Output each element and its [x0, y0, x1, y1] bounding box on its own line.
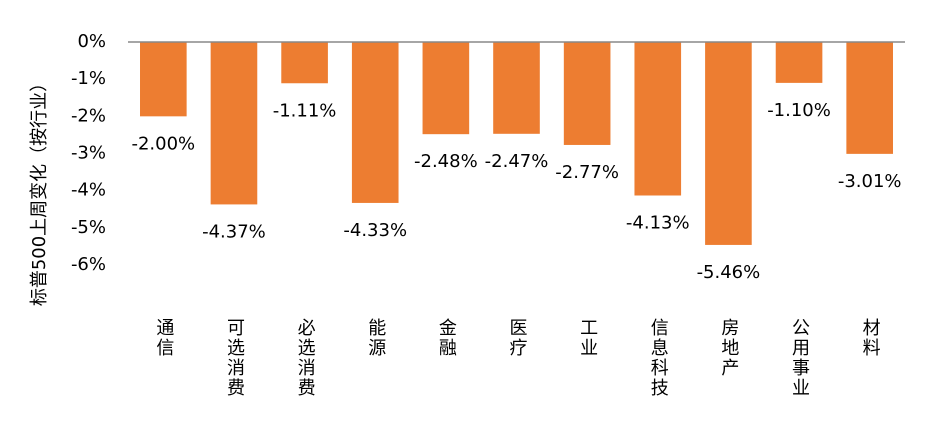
bar [563, 42, 611, 145]
y-tick-label: -5% [71, 217, 106, 238]
bar [140, 42, 187, 117]
y-tick-label: 0% [77, 31, 106, 52]
value-label: -2.77% [555, 162, 619, 183]
bar [846, 42, 893, 154]
x-tick-label: 医疗 [507, 318, 528, 358]
bar [493, 42, 540, 134]
x-tick-label: 可选消费 [224, 318, 245, 398]
value-label: -1.10% [767, 100, 831, 121]
bar [281, 42, 328, 84]
x-tick-label: 工业 [577, 318, 598, 358]
bar [351, 42, 399, 203]
x-tick-label: 必选消费 [295, 318, 316, 398]
value-label: -1.11% [273, 100, 337, 121]
value-label: -4.13% [626, 212, 690, 233]
x-tick-label: 能源 [365, 318, 386, 358]
value-label: -3.01% [838, 171, 902, 192]
y-tick-label: -2% [71, 105, 106, 126]
value-label: -2.47% [485, 151, 549, 172]
value-label: -5.46% [697, 262, 761, 283]
y-tick-label: -6% [71, 254, 106, 275]
value-label: -4.33% [343, 220, 407, 241]
y-tick-label: -3% [71, 143, 106, 164]
bar [210, 42, 258, 205]
y-tick-label: -1% [71, 68, 106, 89]
bar [634, 42, 682, 196]
bar [705, 42, 752, 245]
y-axis-label: 标普500上周变化（按行业） [29, 74, 50, 306]
value-label: -4.37% [202, 221, 266, 242]
x-tick-label: 信息科技 [648, 318, 669, 398]
value-label: -2.00% [131, 133, 195, 154]
y-tick-label: -4% [71, 180, 106, 201]
value-label: -2.48% [414, 151, 478, 172]
x-tick-label: 金融 [436, 318, 457, 358]
bar [775, 42, 823, 83]
x-tick-label: 材料 [860, 318, 881, 358]
x-tick-label: 公用事业 [789, 318, 810, 398]
bar [422, 42, 470, 135]
x-tick-label: 房地产 [718, 318, 739, 378]
x-tick-label: 通信 [153, 318, 174, 358]
